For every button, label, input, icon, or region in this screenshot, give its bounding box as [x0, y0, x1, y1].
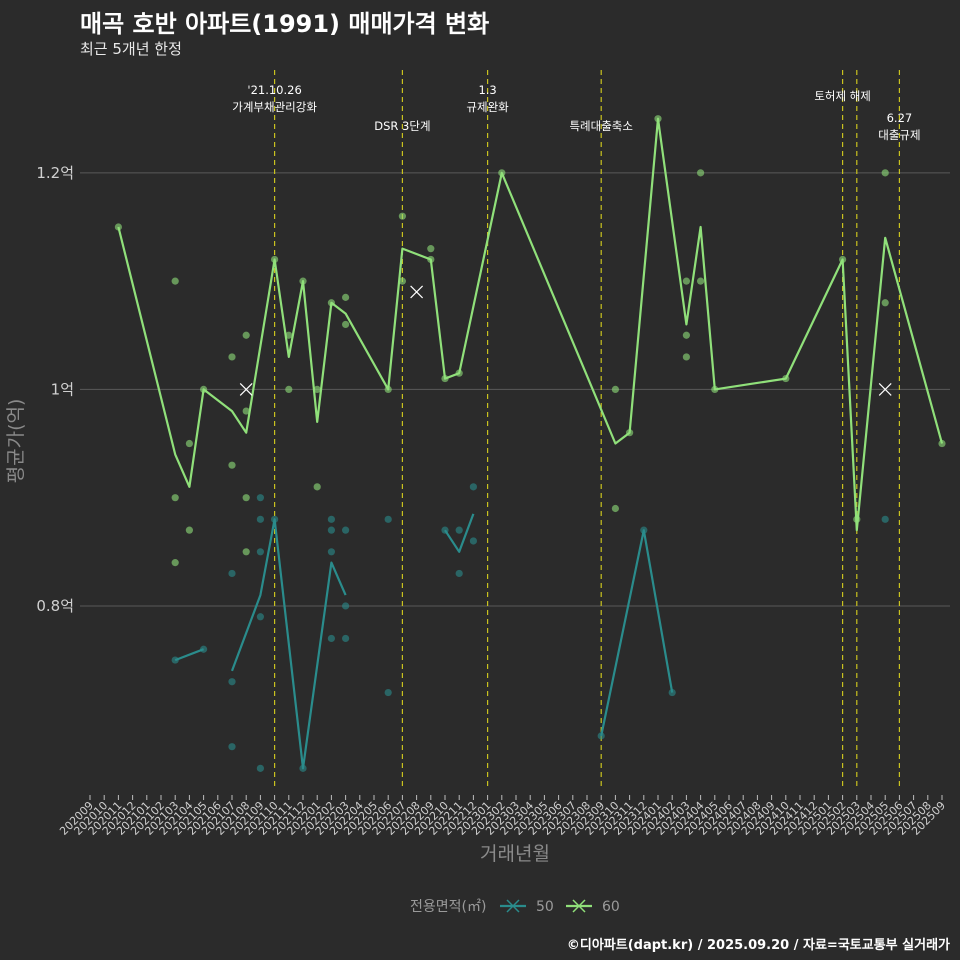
scatter-points — [114, 115, 946, 772]
data-point-50 — [881, 515, 889, 523]
data-point-50 — [469, 537, 477, 545]
cross-marker — [878, 382, 892, 396]
policy-annotation: 대출규제 — [878, 128, 920, 142]
chart-subtitle: 최근 5개년 한정 — [80, 40, 182, 58]
y-axis-title: 평균가(억) — [5, 399, 27, 484]
data-point-50 — [256, 494, 264, 502]
data-point-50 — [228, 743, 236, 751]
legend-title: 전용면적(㎡) — [410, 899, 486, 915]
data-point-50 — [342, 634, 350, 643]
policy-annotation: 가계부채관리강화 — [232, 100, 317, 114]
series-lines — [117, 117, 944, 770]
data-point-60 — [114, 223, 122, 231]
data-point-50 — [228, 569, 236, 578]
data-point-60 — [242, 494, 250, 502]
source-caption: ©디아파트(dapt.kr) / 2025.09.20 / 자료=국토교통부 실… — [566, 938, 950, 953]
data-point-60 — [228, 461, 236, 469]
data-point-60 — [342, 293, 350, 301]
data-point-50 — [256, 764, 264, 772]
data-point-60 — [171, 559, 179, 567]
series-line-50 — [444, 513, 475, 553]
data-point-50 — [327, 526, 335, 534]
data-point-60 — [228, 353, 236, 361]
policy-annotation: 1.3 — [478, 83, 496, 97]
data-point-60 — [185, 526, 193, 534]
policy-annotation: 특례대출축소 — [569, 119, 632, 133]
gridlines — [80, 172, 950, 607]
chart-title: 매곡 호반 아파트(1991) 매매가격 변화 — [80, 10, 490, 38]
data-point-50 — [384, 515, 392, 523]
data-point-60 — [342, 320, 350, 329]
policy-annotation: 토허제 해제 — [814, 89, 871, 103]
legend-label-50: 50 — [536, 899, 554, 915]
series-line-60 — [117, 117, 944, 532]
legend-marker-50 — [506, 899, 520, 913]
data-point-50 — [455, 526, 463, 534]
data-point-50 — [256, 613, 264, 621]
data-point-60 — [881, 169, 889, 177]
data-point-60 — [313, 385, 321, 393]
data-point-60 — [682, 331, 691, 339]
data-point-60 — [611, 504, 620, 513]
data-point-60 — [881, 299, 889, 307]
data-point-60 — [185, 439, 193, 448]
data-point-60 — [171, 494, 179, 502]
data-point-60 — [398, 277, 406, 285]
y-axis: 0.8억 1억 1.2억 — [36, 164, 74, 615]
data-point-50 — [327, 515, 335, 523]
series-line-50 — [174, 648, 204, 662]
data-point-60 — [938, 439, 946, 448]
data-point-50 — [384, 688, 392, 697]
series-line-50 — [230, 518, 347, 770]
data-point-50 — [469, 483, 477, 491]
data-point-60 — [398, 212, 406, 220]
data-point-60 — [313, 483, 321, 491]
data-point-50 — [342, 526, 350, 534]
y-tick-label: 1억 — [51, 380, 74, 398]
cross-markers — [239, 285, 892, 396]
cross-marker — [239, 382, 253, 396]
policy-lines — [274, 70, 901, 790]
data-point-60 — [697, 277, 705, 285]
data-point-60 — [697, 169, 705, 177]
policy-annotation: 규제완화 — [466, 100, 509, 114]
x-axis: 2020092020102020112020122021012021022021… — [57, 795, 948, 838]
data-point-60 — [611, 385, 620, 393]
data-point-50 — [256, 515, 264, 523]
legend-marker-60 — [572, 899, 586, 913]
legend-label-60: 60 — [602, 899, 620, 915]
data-point-60 — [682, 353, 691, 361]
y-tick-label: 1.2억 — [36, 164, 74, 182]
data-point-60 — [242, 331, 250, 339]
data-point-50 — [455, 569, 463, 578]
data-point-60 — [242, 548, 250, 556]
data-point-60 — [171, 277, 179, 285]
data-point-60 — [682, 277, 691, 285]
series-line-50 — [600, 529, 674, 737]
y-tick-label: 0.8억 — [36, 597, 74, 615]
policy-annotation: DSR 3단계 — [374, 119, 430, 133]
data-point-60 — [285, 385, 293, 393]
data-point-50 — [327, 634, 335, 643]
data-point-50 — [256, 548, 264, 556]
data-point-50 — [342, 602, 350, 610]
policy-annotation: '21.10.26 — [247, 83, 301, 97]
data-point-60 — [242, 407, 250, 415]
data-point-50 — [228, 678, 236, 686]
x-axis-title: 거래년월 — [480, 843, 550, 865]
policy-annotation: 6.27 — [887, 111, 913, 125]
legend: 전용면적(㎡) 50 60 — [410, 899, 620, 915]
data-point-50 — [327, 548, 335, 556]
data-point-60 — [427, 245, 435, 253]
cross-marker — [410, 285, 424, 299]
